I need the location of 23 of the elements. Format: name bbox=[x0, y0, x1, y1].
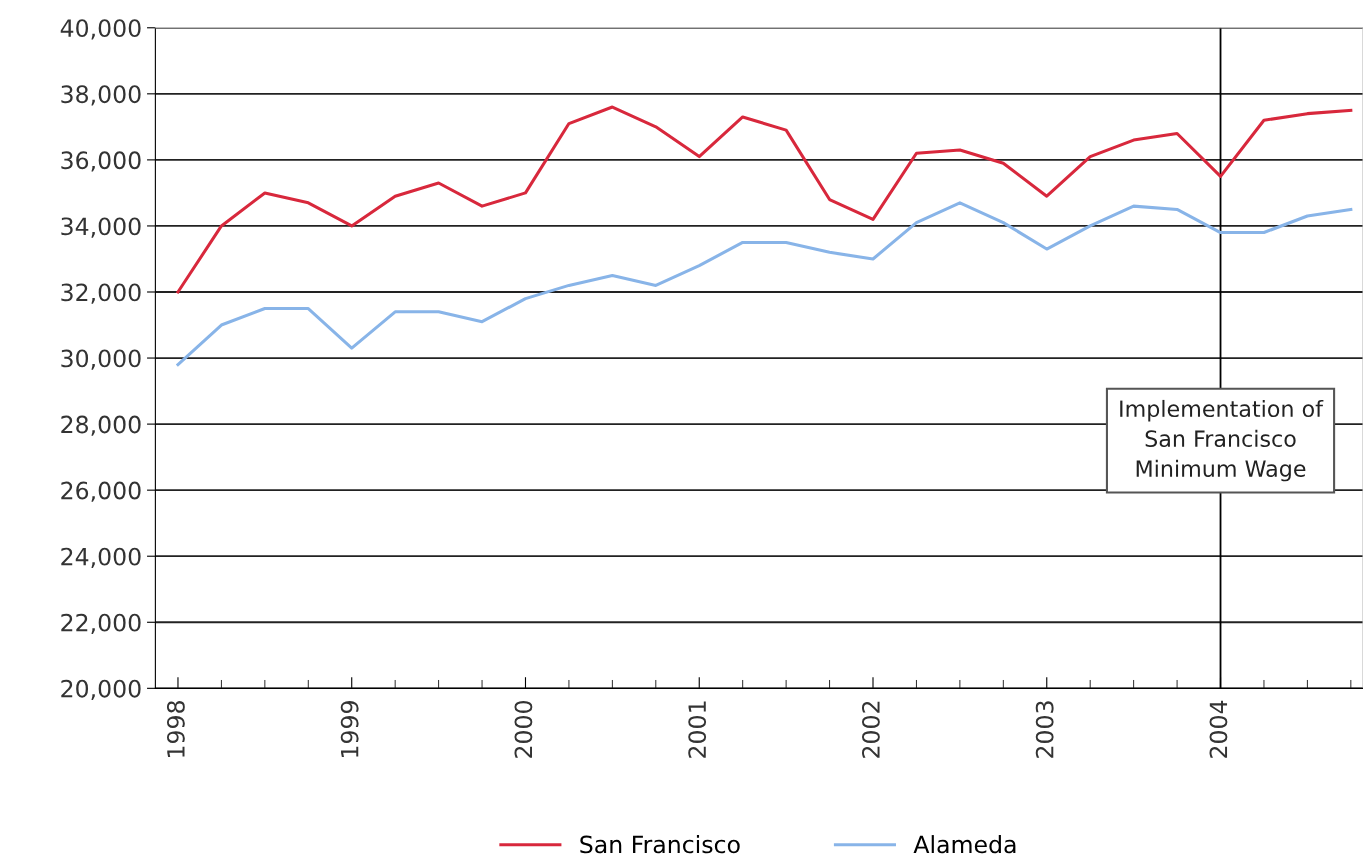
y-tick-label: 40,000 bbox=[60, 19, 141, 40]
line-series bbox=[176, 201, 1353, 367]
y-tick-label: 30,000 bbox=[61, 349, 141, 370]
y-tick-label: 36,000 bbox=[61, 151, 141, 172]
legend-label: San Francisco bbox=[580, 835, 740, 854]
x-tick-label: 2000 bbox=[514, 701, 533, 758]
y-tick-label: 24,000 bbox=[61, 547, 141, 568]
y-tick-label: 26,000 bbox=[61, 481, 141, 502]
x-tick-label: 1998 bbox=[166, 701, 185, 757]
x-tick-label: 2004 bbox=[1209, 700, 1228, 758]
legend-label: Alameda bbox=[913, 835, 1016, 854]
x-tick-label: 2001 bbox=[688, 701, 707, 758]
y-tick-label: 32,000 bbox=[61, 283, 141, 304]
ref-line-label: Implementation of San Francisco Minimum Wage bbox=[1120, 399, 1324, 482]
line-series bbox=[176, 105, 1353, 294]
x-tick-label: 2003 bbox=[1035, 701, 1054, 758]
y-tick-label: 38,000 bbox=[61, 85, 141, 106]
y-tick-label: 20,000 bbox=[61, 679, 141, 701]
x-tick-label: 2002 bbox=[861, 701, 880, 758]
x-tick-label: 1999 bbox=[340, 701, 359, 757]
y-tick-label: 34,000 bbox=[61, 217, 141, 238]
y-tick-label: 22,000 bbox=[61, 613, 141, 634]
y-tick-label: 28,000 bbox=[61, 415, 141, 436]
